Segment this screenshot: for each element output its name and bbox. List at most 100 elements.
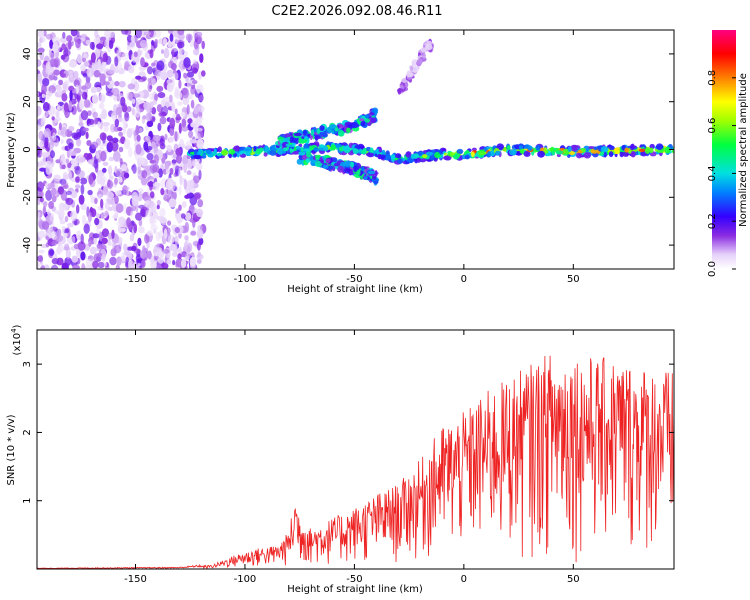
spectrogram-noise-blob	[160, 216, 167, 226]
spectrogram-ridge-blob	[265, 146, 269, 152]
spectrogram-noise-blob	[75, 39, 81, 49]
spectrogram-noise-blob	[196, 258, 202, 264]
spectrogram-noise-blob	[150, 215, 155, 224]
spectrogram-noise-blob	[167, 144, 172, 153]
spectrogram-noise-blob	[102, 161, 109, 166]
spectrogram-noise-blob	[37, 181, 44, 192]
spectrogram-noise-blob	[178, 122, 182, 134]
spectrogram-noise-blob	[45, 109, 49, 117]
spectrogram-noise-blob	[190, 99, 195, 109]
spectrogram-ridge-blob	[630, 143, 634, 151]
spectrogram-noise-blob	[133, 223, 137, 234]
spectrogram-noise-blob	[171, 62, 177, 71]
spectrogram-ridge-blob	[300, 146, 304, 153]
spectrogram-ridge-blob	[314, 135, 321, 140]
spectrogram-noise-blob	[71, 236, 76, 244]
spectrogram-ridge-blob	[655, 143, 664, 150]
spectrogram-noise-blob	[114, 81, 120, 87]
spectrogram-noise-blob	[120, 96, 126, 107]
spectrogram-noise-blob	[134, 30, 142, 39]
spectrogram-noise-blob	[96, 173, 103, 185]
spectrogram-noise-blob	[114, 177, 118, 185]
spectrogram-ridge-blob	[378, 146, 382, 153]
spectrogram-noise-blob	[183, 72, 188, 79]
spectrogram-noise-blob	[78, 194, 85, 205]
spectrogram-noise-blob	[64, 80, 70, 85]
spectrogram-noise-blob	[181, 118, 187, 128]
spectrogram-ridge-blob	[608, 151, 614, 158]
spectrogram-ridge-blob	[523, 150, 531, 157]
spectrogram-noise-blob	[148, 30, 154, 38]
spectrogram-noise-blob	[140, 39, 148, 49]
spectrogram-noise-blob	[147, 66, 153, 75]
spectrogram-ridge-blob	[244, 148, 251, 152]
spectrogram-ridge-blob	[306, 151, 312, 158]
spectrogram-ridge-blob	[364, 176, 368, 180]
spectrogram-noise-blob	[164, 133, 168, 141]
spectrogram-noise-blob	[186, 170, 192, 176]
spectrogram-noise-blob	[64, 243, 70, 251]
spectrogram-noise-blob	[108, 76, 112, 82]
spectrogram-noise-blob	[193, 106, 199, 115]
spectrogram-noise-blob	[145, 200, 150, 206]
spectrogram-noise-blob	[135, 144, 142, 155]
spectrogram-y-axis-title: Frequency (Hz)	[6, 112, 17, 188]
spectrogram-noise-blob	[143, 31, 151, 36]
spectrogram-noise-blob	[157, 92, 166, 99]
spectrogram-ridge-blob	[477, 151, 486, 156]
spectrogram-noise-blob	[109, 31, 115, 38]
spectrogram-noise-blob	[108, 175, 114, 180]
spectrogram-noise-blob	[154, 69, 162, 77]
spectrogram-noise-blob	[159, 137, 164, 143]
spectrogram-noise-blob	[163, 228, 168, 239]
spectrogram-noise-blob	[67, 162, 72, 168]
spectrogram-noise-blob	[135, 124, 140, 136]
spectrogram-noise-blob	[38, 190, 44, 199]
spectrogram-noise-blob	[190, 159, 198, 164]
snr-series-line	[37, 355, 674, 569]
spectrogram-noise-blob	[165, 169, 169, 175]
spectrogram-ridge-blob	[334, 128, 340, 132]
spectrogram-noise-blob	[131, 195, 139, 207]
spectrogram-noise-blob	[62, 49, 71, 57]
spectrogram-noise-blob	[138, 66, 146, 71]
spectrogram-ridge-blob	[638, 148, 646, 152]
spectrogram-noise-blob	[37, 142, 40, 147]
spectrogram-noise-blob	[68, 101, 73, 112]
spectrogram-ridge-blob	[397, 154, 402, 159]
spectrogram-ridge-blob	[323, 164, 329, 169]
spectrogram-noise-blob	[79, 177, 88, 185]
spectrogram-ridge-blob	[464, 154, 470, 160]
spectrogram-noise-blob	[177, 41, 185, 49]
y-tick-label: -20	[22, 189, 33, 205]
spectrogram-noise-blob	[92, 233, 100, 239]
spectrogram-noise-blob	[109, 256, 117, 266]
spectrogram-ridge-blob	[304, 136, 309, 140]
spectrogram-noise-blob	[43, 128, 51, 138]
spectrogram-noise-blob	[175, 208, 180, 214]
spectrogram-ridge-blob	[216, 152, 222, 157]
spectrogram-noise-blob	[149, 191, 155, 199]
spectrogram-noise-blob	[96, 224, 100, 235]
spectrogram-noise-blob	[87, 211, 92, 223]
spectrogram-noise-blob	[181, 126, 189, 132]
spectrogram-noise-blob	[69, 90, 73, 101]
spectrogram-noise-blob	[55, 110, 60, 118]
spectrogram-noise-blob	[73, 243, 81, 250]
spectrogram-noise-blob	[49, 39, 54, 49]
spectrogram-ridge-blob	[353, 165, 358, 173]
spectrogram-noise-blob	[92, 260, 99, 269]
spectrogram-noise-blob	[183, 50, 189, 58]
spectrogram-ridge-blob	[292, 138, 298, 144]
spectrogram-noise-blob	[70, 210, 78, 222]
spectrogram-noise-blob	[167, 41, 172, 48]
spectrogram-noise-blob	[178, 204, 182, 211]
spectrogram-ridge-blob	[506, 145, 511, 151]
spectrogram-noise-blob	[92, 93, 99, 105]
spectrogram-noise-blob	[66, 35, 73, 42]
spectrogram-ridge-blob	[326, 126, 333, 134]
snr-scale-note: (x104)	[10, 324, 23, 355]
spectrogram-noise-blob	[53, 69, 60, 76]
spectrogram-noise-blob	[152, 99, 158, 105]
